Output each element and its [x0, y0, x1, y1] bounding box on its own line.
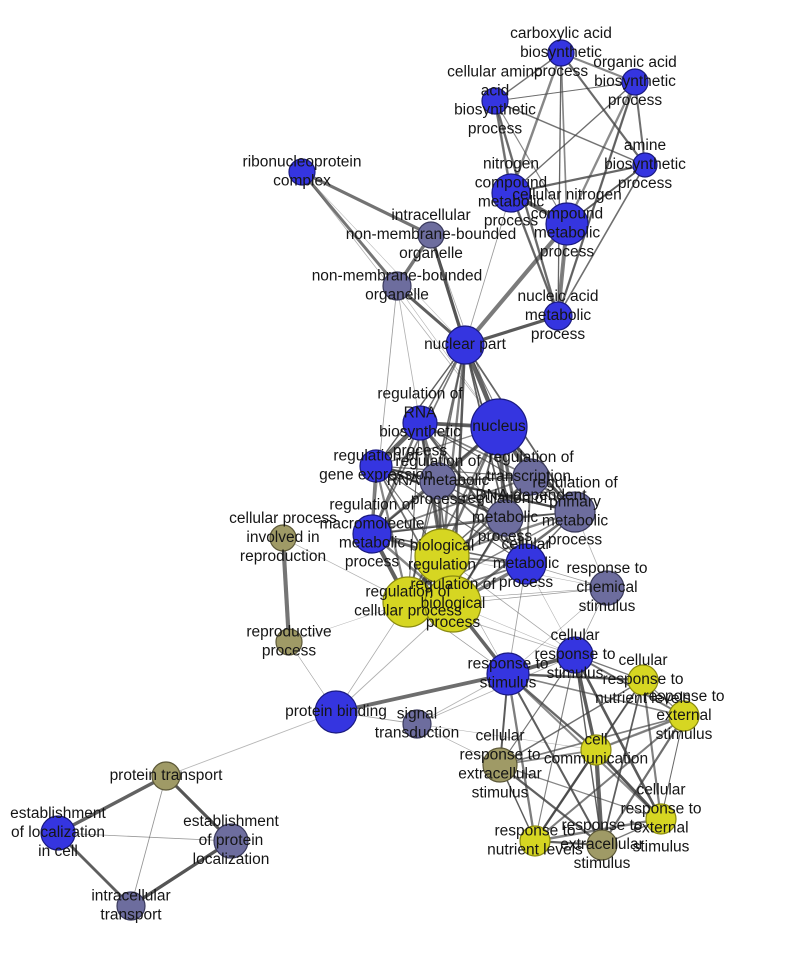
svg-text:carboxylic acid: carboxylic acid [510, 25, 612, 42]
svg-text:biological: biological [410, 538, 475, 555]
svg-text:communication: communication [544, 751, 648, 768]
svg-text:organelle: organelle [399, 245, 463, 262]
svg-text:cellular: cellular [475, 728, 524, 745]
svg-text:of protein: of protein [199, 832, 264, 849]
svg-text:metabolic: metabolic [542, 513, 609, 530]
svg-text:metabolic: metabolic [493, 555, 560, 572]
svg-text:acid: acid [481, 83, 509, 100]
svg-text:cellular process: cellular process [229, 510, 337, 527]
svg-text:biosynthetic: biosynthetic [594, 73, 676, 90]
svg-text:response to: response to [603, 671, 684, 688]
svg-text:response to: response to [460, 747, 541, 764]
svg-text:biosynthetic: biosynthetic [604, 156, 686, 173]
svg-text:metabolic: metabolic [339, 535, 406, 552]
svg-text:biosynthetic: biosynthetic [454, 102, 536, 119]
svg-text:primary: primary [549, 494, 601, 511]
svg-text:non-membrane-bounded: non-membrane-bounded [312, 268, 483, 285]
svg-text:process: process [608, 92, 663, 109]
svg-text:process: process [531, 326, 586, 343]
svg-text:biological: biological [421, 595, 486, 612]
svg-text:process: process [499, 574, 554, 591]
svg-text:response to: response to [644, 688, 725, 705]
svg-text:stimulus: stimulus [579, 598, 636, 615]
svg-text:response to: response to [468, 656, 549, 673]
svg-text:response to: response to [567, 560, 648, 577]
svg-text:regulation of: regulation of [410, 576, 496, 593]
svg-text:amine: amine [624, 137, 666, 154]
svg-text:regulation of: regulation of [488, 449, 574, 466]
svg-text:regulation of: regulation of [395, 453, 481, 470]
svg-text:response to: response to [621, 801, 702, 818]
svg-text:external: external [656, 707, 711, 724]
svg-text:extracellular: extracellular [560, 836, 644, 853]
svg-text:transport: transport [100, 907, 162, 924]
svg-text:nuclear part: nuclear part [424, 336, 507, 353]
svg-text:cellular: cellular [550, 627, 599, 644]
svg-text:reproduction: reproduction [240, 548, 326, 565]
svg-text:cell: cell [584, 732, 607, 749]
svg-text:biosynthetic: biosynthetic [520, 44, 602, 61]
svg-text:organelle: organelle [365, 287, 429, 304]
svg-text:intracellular: intracellular [391, 207, 470, 224]
svg-text:involved in: involved in [246, 529, 319, 546]
svg-text:ribonucleoprotein: ribonucleoprotein [243, 154, 362, 171]
svg-text:chemical: chemical [576, 579, 637, 596]
svg-text:stimulus: stimulus [574, 855, 631, 872]
svg-text:nucleus: nucleus [472, 418, 526, 435]
svg-text:reproductive: reproductive [246, 624, 331, 641]
svg-text:stimulus: stimulus [480, 675, 537, 692]
svg-text:regulation of: regulation of [377, 386, 463, 403]
svg-text:stimulus: stimulus [547, 665, 604, 682]
svg-text:intracellular: intracellular [91, 888, 170, 905]
svg-text:in cell: in cell [38, 843, 78, 860]
svg-text:cellular: cellular [618, 652, 667, 669]
svg-text:process: process [345, 554, 400, 571]
svg-text:regulation of: regulation of [532, 475, 618, 492]
svg-text:metabolic: metabolic [472, 509, 539, 526]
svg-text:cellular nitrogen: cellular nitrogen [512, 187, 621, 204]
svg-text:biosynthetic: biosynthetic [379, 424, 461, 441]
svg-text:cellular: cellular [636, 782, 685, 799]
svg-text:response to: response to [562, 817, 643, 834]
svg-text:cellular amino: cellular amino [447, 64, 543, 81]
svg-text:process: process [262, 643, 317, 660]
svg-text:process: process [618, 175, 673, 192]
svg-text:protein binding: protein binding [285, 703, 387, 720]
svg-text:transduction: transduction [375, 725, 459, 742]
svg-text:non-membrane-bounded: non-membrane-bounded [346, 226, 517, 243]
svg-text:organic acid: organic acid [593, 54, 677, 71]
svg-text:localization: localization [193, 851, 270, 868]
svg-text:metabolic: metabolic [525, 307, 592, 324]
svg-text:process: process [426, 614, 481, 631]
svg-text:establishment: establishment [183, 813, 279, 830]
svg-text:regulation: regulation [408, 557, 476, 574]
svg-text:RNA metabolic: RNA metabolic [387, 472, 490, 489]
svg-text:nitrogen: nitrogen [483, 156, 539, 173]
svg-text:nucleic acid: nucleic acid [518, 288, 599, 305]
svg-text:establishment: establishment [10, 805, 106, 822]
svg-text:regulation of: regulation of [329, 497, 415, 514]
svg-text:process: process [411, 491, 466, 508]
svg-text:signal: signal [397, 706, 438, 723]
svg-text:process: process [540, 244, 595, 261]
svg-text:stimulus: stimulus [656, 726, 713, 743]
svg-text:metabolic: metabolic [534, 225, 601, 242]
svg-text:cellular: cellular [501, 536, 550, 553]
svg-text:process: process [468, 121, 523, 138]
svg-text:extracellular: extracellular [458, 766, 542, 783]
svg-text:RNA: RNA [404, 405, 437, 422]
svg-text:of localization: of localization [11, 824, 105, 841]
svg-text:complex: complex [273, 173, 331, 190]
svg-text:process: process [548, 532, 603, 549]
svg-text:protein transport: protein transport [110, 767, 224, 784]
svg-text:regulation of: regulation of [462, 490, 548, 507]
svg-text:stimulus: stimulus [472, 785, 529, 802]
svg-text:compound: compound [531, 206, 603, 223]
